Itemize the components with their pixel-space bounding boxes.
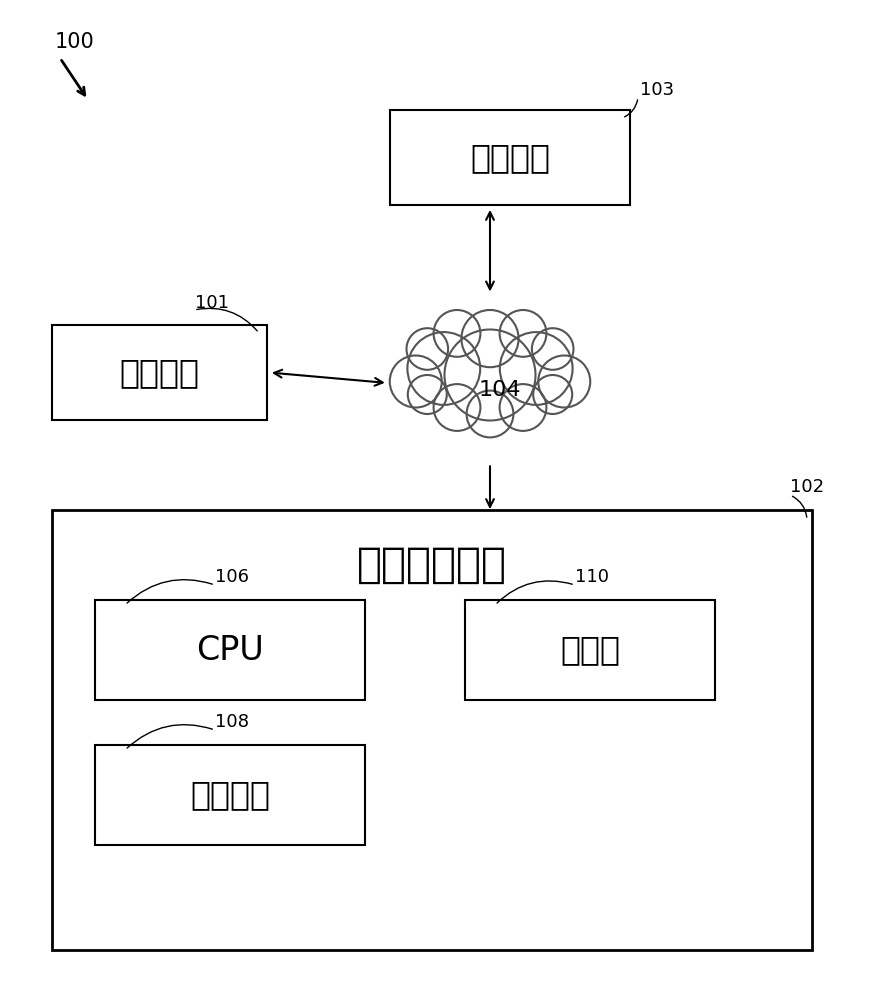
Circle shape [531, 328, 574, 370]
Text: CPU: CPU [196, 634, 264, 666]
Text: 成像设备: 成像设备 [119, 356, 199, 389]
Circle shape [445, 330, 536, 420]
Circle shape [533, 375, 572, 414]
Text: 102: 102 [790, 478, 824, 496]
Text: 100: 100 [55, 32, 95, 52]
Bar [52, 510, 812, 950]
Text: 存储器: 存储器 [560, 634, 620, 666]
Circle shape [433, 310, 481, 357]
Circle shape [461, 310, 518, 367]
Text: 110: 110 [575, 568, 609, 586]
Bar [465, 600, 715, 700]
Circle shape [433, 384, 481, 431]
Text: 操作面板: 操作面板 [190, 778, 270, 812]
Circle shape [500, 384, 546, 431]
Text: 计算设备: 计算设备 [470, 141, 550, 174]
Text: 106: 106 [215, 568, 249, 586]
Bar [95, 745, 365, 845]
Bar [52, 325, 267, 420]
Text: 101: 101 [195, 294, 229, 312]
Text: 103: 103 [640, 81, 674, 99]
Text: 108: 108 [215, 713, 249, 731]
Circle shape [467, 391, 513, 437]
Circle shape [408, 332, 481, 405]
Circle shape [500, 310, 546, 357]
Circle shape [538, 356, 590, 408]
Bar [390, 110, 630, 205]
Circle shape [389, 356, 442, 408]
Circle shape [408, 375, 446, 414]
Bar [95, 600, 365, 700]
Text: 104: 104 [479, 380, 521, 400]
Text: 活动识别系统: 活动识别系统 [357, 544, 507, 586]
Circle shape [500, 332, 573, 405]
Circle shape [407, 328, 448, 370]
